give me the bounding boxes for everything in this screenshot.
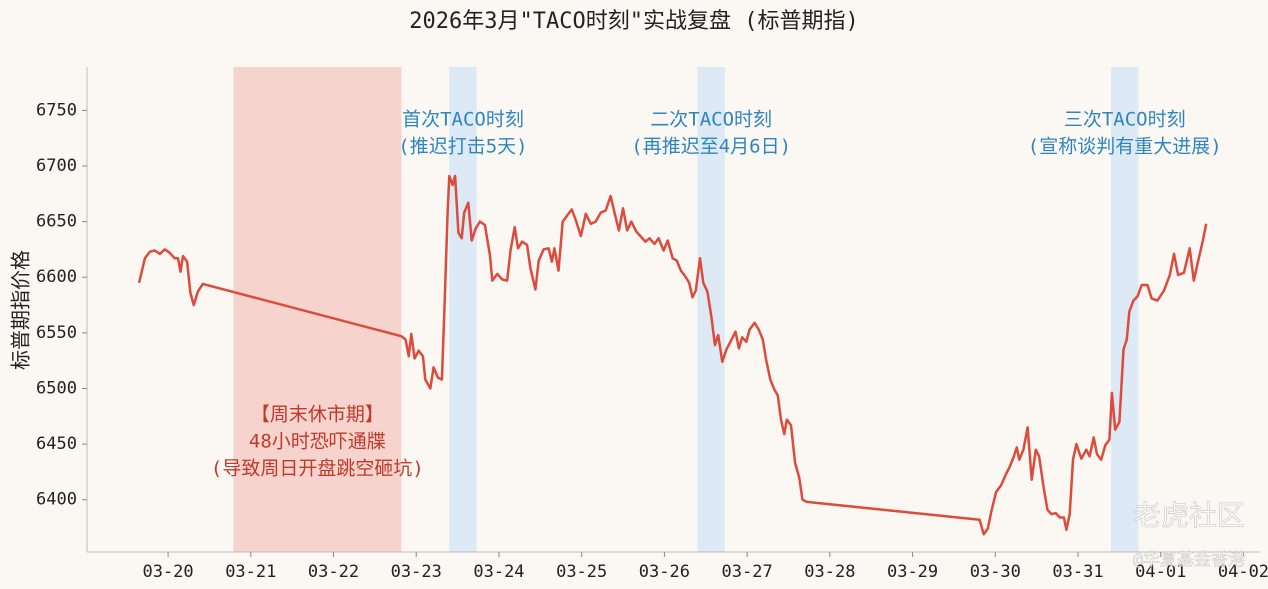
y-tick-label: 6400	[36, 490, 77, 510]
annotation: 三次TACO时刻	[1064, 109, 1186, 131]
annotation: (再推迟至4月6日)	[631, 136, 791, 158]
y-axis-label: 标普期指价格	[9, 250, 33, 370]
price-line	[137, 174, 1208, 536]
x-tick-label: 04-01	[1135, 562, 1186, 582]
x-tick-label: 03-21	[225, 562, 276, 582]
y-tick-label: 6600	[36, 267, 77, 287]
x-tick-label: 04-02	[1218, 562, 1268, 582]
x-tick-label: 03-20	[142, 562, 193, 582]
x-tick-label: 03-27	[722, 562, 773, 582]
annotation: 首次TACO时刻	[402, 109, 524, 131]
y-tick-label: 6700	[36, 156, 77, 176]
watermark: 老虎社区	[1133, 499, 1245, 532]
x-tick-label: 03-24	[473, 562, 524, 582]
x-tick-label: 03-23	[391, 562, 442, 582]
x-tick-label: 03-28	[804, 562, 855, 582]
x-tick-label: 03-31	[1052, 562, 1103, 582]
annotation: (推迟打击5天)	[398, 136, 527, 158]
spans	[233, 67, 1139, 552]
annotation: (导致周日开盘跳空砸坑)	[211, 458, 424, 480]
x-tick-label: 03-25	[556, 562, 607, 582]
y-tick-label: 6500	[36, 378, 77, 398]
x-tick-label: 03-30	[970, 562, 1021, 582]
x-tick-label: 03-22	[308, 562, 359, 582]
x-tick-label: 03-26	[639, 562, 690, 582]
watermark: @华夏基金香港	[1133, 550, 1245, 570]
annotation: 【周末休市期】	[251, 404, 384, 426]
chart-title: 2026年3月"TACO时刻"实战复盘 (标普期指)	[409, 9, 858, 34]
y-tick-label: 6650	[36, 212, 77, 232]
annotation: 48小时恐吓通牒	[249, 431, 386, 453]
x-tick-label: 03-29	[887, 562, 938, 582]
annotation: 二次TACO时刻	[650, 109, 772, 131]
y-tick-label: 6750	[36, 100, 77, 120]
highlight-span	[1111, 67, 1139, 552]
annotation: (宣称谈判有重大进展)	[1028, 136, 1222, 158]
highlight-span	[449, 67, 477, 552]
y-tick-label: 6450	[36, 434, 77, 454]
highlight-span	[233, 67, 402, 552]
y-tick-label: 6550	[36, 323, 77, 343]
